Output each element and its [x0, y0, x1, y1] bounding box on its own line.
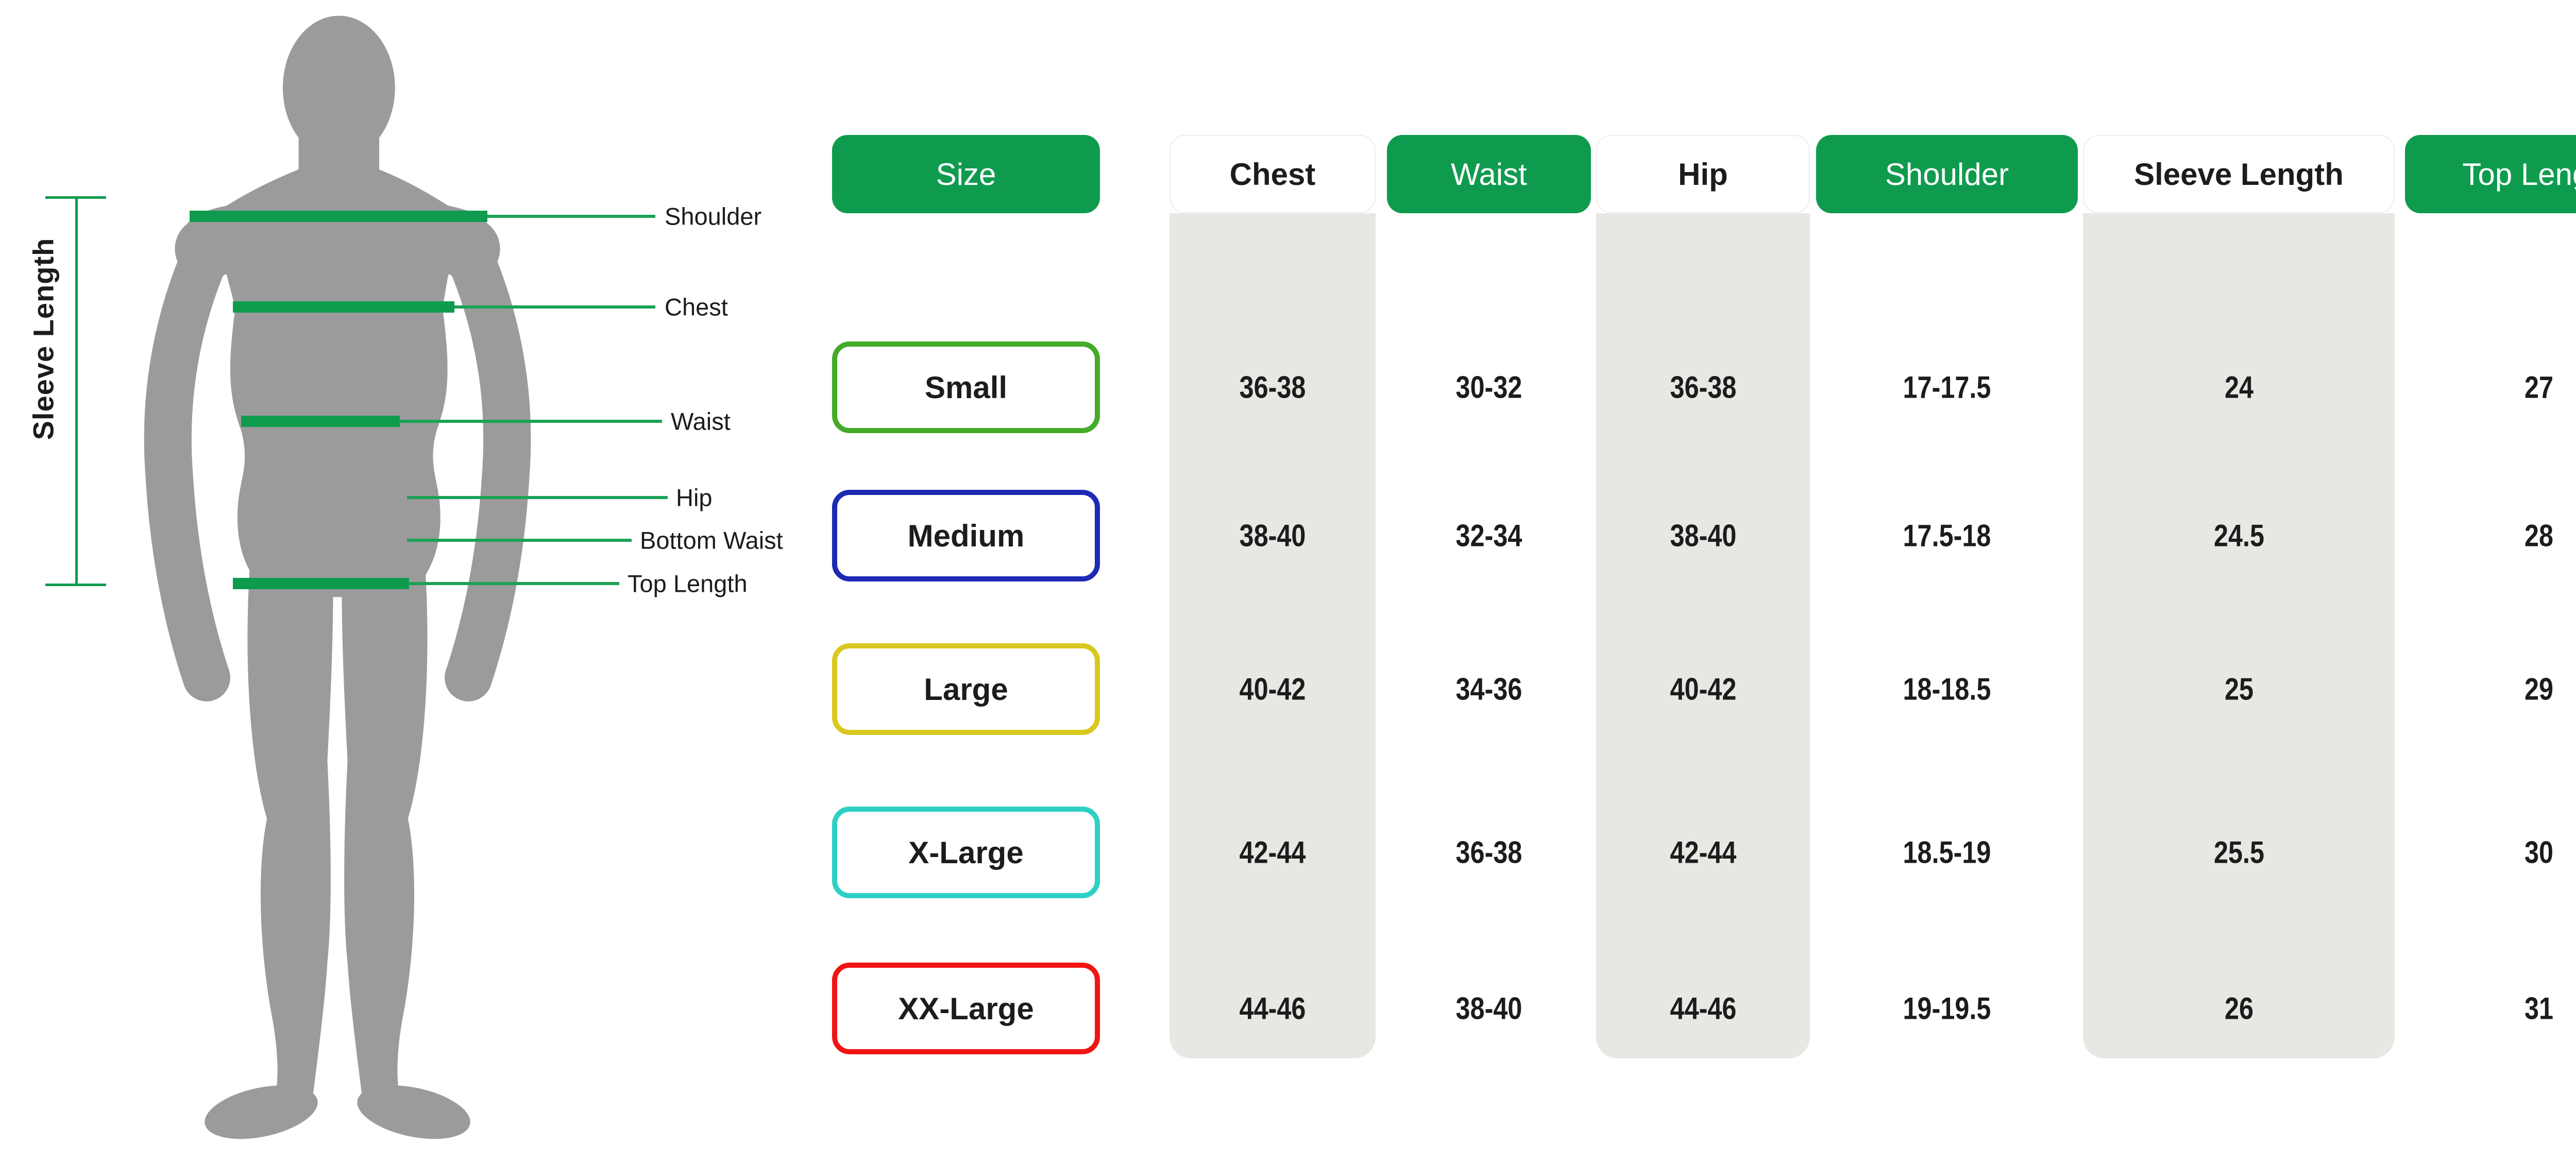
column-header-shoulder: Shoulder	[1816, 135, 2078, 213]
column-header-sleeve-length: Sleeve Length	[2083, 135, 2395, 213]
size-button-xx-large[interactable]: XX-Large	[832, 963, 1100, 1054]
cell-top-length-row0: 27	[2524, 370, 2554, 405]
measure-label: Shoulder	[665, 202, 762, 230]
cell-top-length-row2: 29	[2524, 672, 2554, 707]
size-button-label: X-Large	[908, 835, 1024, 870]
size-button-medium[interactable]: Medium	[832, 490, 1100, 581]
measure-tick-top	[45, 196, 106, 199]
size-button-x-large[interactable]: X-Large	[832, 807, 1100, 898]
size-button-label: Medium	[907, 518, 1025, 553]
cell-shoulder-row3: 18.5-19	[1903, 835, 1991, 870]
measure-label: Hip	[676, 484, 713, 511]
cell-hip-row4: 44-46	[1670, 991, 1736, 1026]
cell-shoulder-row0: 17-17.5	[1903, 370, 1991, 405]
cell-chest-row3: 42-44	[1239, 835, 1306, 870]
cell-hip-row1: 38-40	[1670, 518, 1736, 553]
column-header-top-length: Top Length	[2405, 135, 2576, 213]
column-strip-sleeve-length	[2083, 213, 2395, 1058]
cell-waist-row3: 36-38	[1455, 835, 1522, 870]
cell-hip-row0: 36-38	[1670, 370, 1736, 405]
measure-line-thin	[454, 305, 655, 309]
cell-sleeve-length-row1: 24.5	[2213, 518, 2264, 553]
cell-shoulder-row1: 17.5-18	[1903, 518, 1991, 553]
body-measurement-diagram: Sleeve Length Shoulder Chest Waist Hip Botto…	[0, 0, 850, 1159]
size-button-small[interactable]: Small	[832, 341, 1100, 433]
cell-chest-row1: 38-40	[1239, 518, 1306, 553]
measure-line-thin	[487, 215, 655, 218]
cell-top-length-row1: 28	[2524, 518, 2554, 553]
cell-sleeve-length-row3: 25.5	[2213, 835, 2264, 870]
cell-sleeve-length-row2: 25	[2224, 672, 2253, 707]
human-body-silhouette	[144, 15, 531, 1139]
cell-top-length-row4: 31	[2524, 991, 2554, 1026]
cell-waist-row2: 34-36	[1455, 672, 1522, 707]
silhouette-shapes	[144, 15, 531, 1139]
cell-top-length-row3: 30	[2524, 835, 2554, 870]
size-button-large[interactable]: Large	[832, 643, 1100, 735]
measure-line-thin	[407, 539, 632, 542]
cell-sleeve-length-row4: 26	[2224, 991, 2253, 1026]
cell-waist-row0: 30-32	[1455, 370, 1522, 405]
column-header-hip: Hip	[1596, 135, 1810, 213]
sleeve-length-measure-line	[75, 197, 78, 585]
cell-sleeve-length-row0: 24	[2224, 370, 2253, 405]
size-button-label: XX-Large	[898, 991, 1034, 1026]
measure-label: Waist	[671, 407, 731, 435]
size-button-label: Large	[924, 672, 1008, 707]
column-strip-hip	[1596, 213, 1810, 1058]
measure-line-thin	[409, 582, 619, 585]
cell-shoulder-row2: 18-18.5	[1903, 672, 1991, 707]
column-header-size: Size	[832, 135, 1100, 213]
measure-line-thick	[190, 211, 487, 222]
cell-waist-row4: 38-40	[1455, 991, 1522, 1026]
column-strip-chest	[1170, 213, 1376, 1058]
cell-chest-row0: 36-38	[1239, 370, 1306, 405]
measure-line-thick	[241, 416, 400, 427]
cell-hip-row3: 42-44	[1670, 835, 1736, 870]
measure-label: Top Length	[628, 570, 748, 597]
measure-tick-bottom	[45, 584, 106, 586]
measure-label: Chest	[665, 293, 728, 321]
measure-label: Bottom Waist	[640, 526, 783, 554]
measure-line-thick	[233, 301, 454, 313]
column-header-waist: Waist	[1387, 135, 1591, 213]
measure-line-thin	[400, 420, 662, 423]
column-header-chest: Chest	[1170, 135, 1376, 213]
cell-hip-row2: 40-42	[1670, 672, 1736, 707]
cell-waist-row1: 32-34	[1455, 518, 1522, 553]
measure-line-thick	[233, 578, 409, 589]
measure-line-thin	[407, 496, 668, 499]
cell-chest-row4: 44-46	[1239, 991, 1306, 1026]
cell-shoulder-row4: 19-19.5	[1903, 991, 1991, 1026]
sleeve-length-label: Sleeve Length	[27, 237, 60, 440]
size-button-label: Small	[924, 370, 1008, 405]
cell-chest-row2: 40-42	[1239, 672, 1306, 707]
